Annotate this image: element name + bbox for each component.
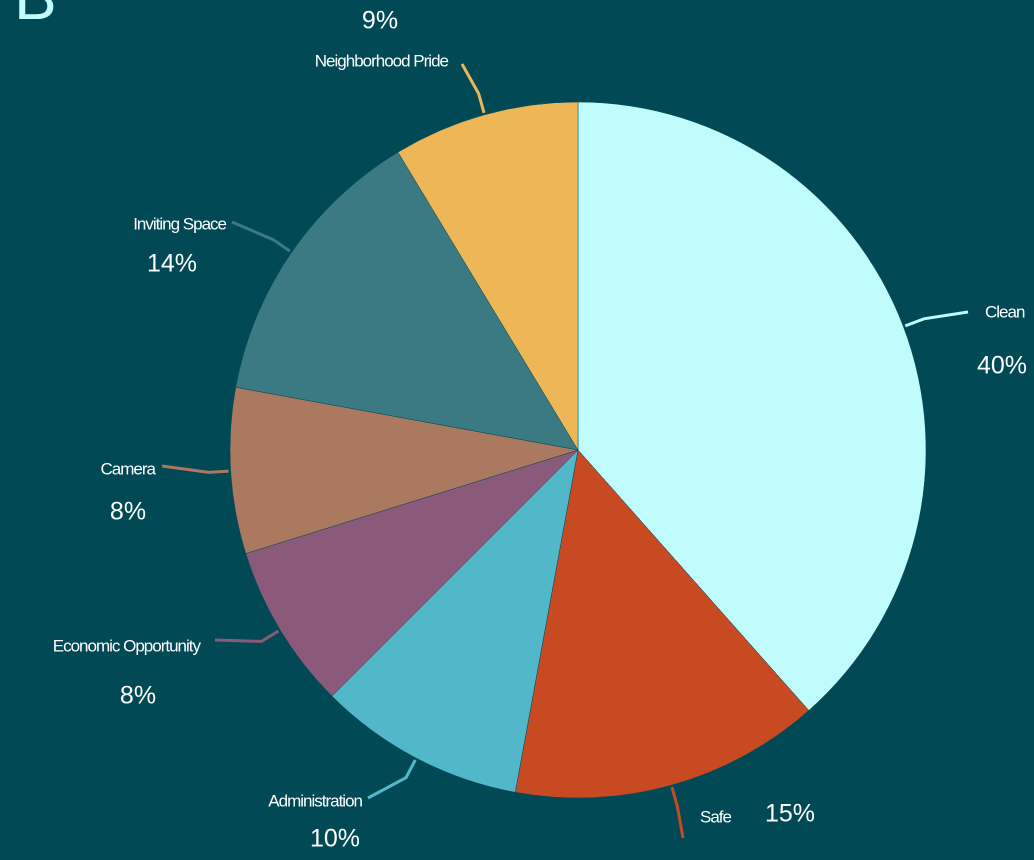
value-label: 14%	[147, 250, 197, 278]
pie-slice	[245, 449, 579, 697]
value-label: 8%	[110, 498, 146, 526]
leader-line	[231, 220, 291, 253]
slice-label: Clean	[985, 302, 1025, 321]
pie-slice	[514, 449, 810, 799]
leader-line	[904, 310, 969, 328]
value-label: 40%	[977, 352, 1027, 380]
pie-slice	[235, 151, 579, 451]
value-label: 10%	[310, 825, 360, 853]
leader-line	[460, 63, 486, 114]
leader-line	[670, 786, 685, 839]
value-label: 8%	[120, 682, 156, 710]
slice-label: Inviting Space	[133, 214, 226, 233]
pie-slice	[397, 101, 579, 451]
leader-line	[161, 464, 229, 474]
leader-line	[214, 629, 280, 643]
chart-title: B	[14, 0, 57, 33]
slice-label: Economic Opportunity	[53, 636, 202, 655]
pie-slice	[331, 449, 579, 793]
pie-slice	[577, 101, 927, 711]
pie-slice	[229, 386, 579, 554]
slice-label: Camera	[101, 459, 157, 478]
slice-label: Safe	[700, 807, 732, 826]
slice-label: Neighborhood Pride	[315, 51, 449, 70]
value-label: 9%	[362, 7, 398, 35]
leader-line	[367, 759, 417, 800]
value-label: 15%	[765, 800, 815, 828]
slice-label: Administration	[268, 791, 362, 810]
